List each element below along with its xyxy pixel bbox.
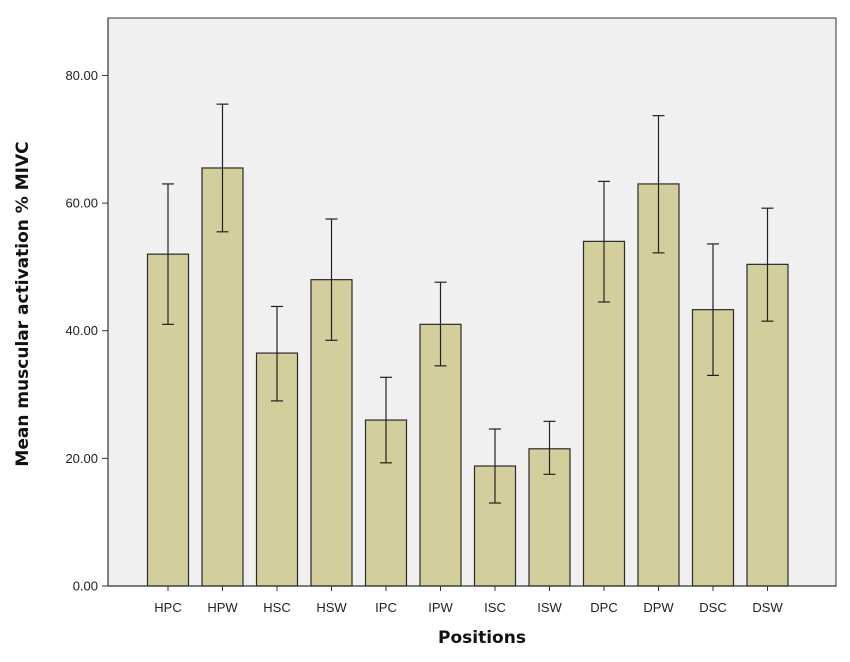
x-tick-label: DSW: [752, 600, 783, 615]
bar-ipw: [419, 323, 462, 587]
x-tick-label: HPC: [154, 600, 181, 615]
error-bar-isc: [489, 428, 501, 504]
y-axis-title: Mean muscular activation % MIVC: [13, 141, 33, 466]
error-bar-ipw: [434, 281, 447, 367]
x-tick-label: DSC: [699, 600, 726, 615]
x-tick-label: HPW: [207, 600, 238, 615]
error-bar-dsw: [761, 207, 774, 322]
x-tick-label: DPC: [590, 600, 617, 615]
x-tick-label: HSC: [263, 600, 290, 615]
y-tick-label: 80.00: [65, 68, 98, 83]
x-tick-label: IPC: [375, 600, 397, 615]
y-axis-ticks: 0.00 20.00 40.00 60.00 80.00: [65, 68, 108, 594]
error-bar-isw: [543, 420, 556, 475]
error-bar-dsc: [707, 243, 719, 376]
y-tick-label: 40.00: [65, 323, 98, 338]
error-bar-hpc: [162, 183, 174, 325]
x-tick-label: ISC: [484, 600, 506, 615]
x-tick-label: IPW: [428, 600, 453, 615]
error-bar-ipc: [380, 376, 392, 464]
error-bar-hpw: [216, 103, 229, 233]
x-axis-title: Positions: [438, 628, 526, 648]
error-bar-dpw: [652, 115, 665, 254]
bars: [146, 167, 789, 587]
x-axis-ticks: HPC HPW HSC HSW IPC IPW ISC ISW DPC DPW DSC DSW: [154, 586, 783, 615]
error-bar-dpc: [598, 180, 610, 303]
error-bar-hsc: [271, 305, 283, 402]
x-tick-label: ISW: [537, 600, 562, 615]
x-tick-label: DPW: [643, 600, 674, 615]
y-tick-label: 60.00: [65, 196, 98, 211]
y-tick-label: 0.00: [73, 579, 98, 594]
error-bar-hsw: [325, 218, 338, 341]
y-tick-label: 20.00: [65, 451, 98, 466]
x-tick-label: HSW: [316, 600, 347, 615]
error-bars: [162, 103, 774, 504]
